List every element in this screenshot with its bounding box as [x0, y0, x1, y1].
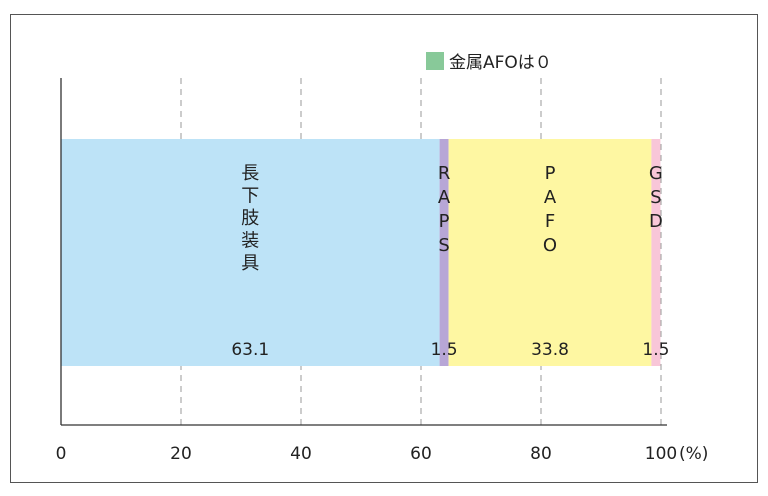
x-tick-label-100: 100: [645, 444, 677, 464]
legend: 金属AFOは０: [426, 52, 552, 73]
segment-3-bar: [448, 139, 652, 366]
x-tick-label-60: 60: [410, 444, 432, 464]
legend-swatch: [426, 52, 444, 70]
x-tick-label-0: 0: [56, 444, 67, 464]
segment-3-value: 33.8: [531, 340, 569, 360]
segment-1-label: 長下肢装具: [241, 163, 259, 274]
x-unit-label: (%): [679, 444, 708, 464]
x-tick-label-20: 20: [170, 444, 192, 464]
segment-labels: 長下肢装具 63.1 R A P S 1.5 P A F O 33.8 G S D 1.5: [231, 163, 669, 360]
segment-2-value: 1.5: [431, 340, 458, 360]
segment-1-value: 63.1: [231, 340, 269, 360]
segment-4-bar: [651, 139, 661, 366]
x-tick-labels: 0 20 40 60 80 100 (%): [56, 444, 709, 464]
grid-lines: [180, 78, 662, 425]
stacked-bar: [61, 139, 661, 366]
segment-1-bar: [61, 139, 440, 366]
segment-4-value: 1.5: [642, 340, 669, 360]
x-tick-label-40: 40: [290, 444, 312, 464]
x-tick-label-80: 80: [530, 444, 552, 464]
segment-2-bar: [439, 139, 449, 366]
legend-label: 金属AFOは０: [449, 53, 552, 73]
